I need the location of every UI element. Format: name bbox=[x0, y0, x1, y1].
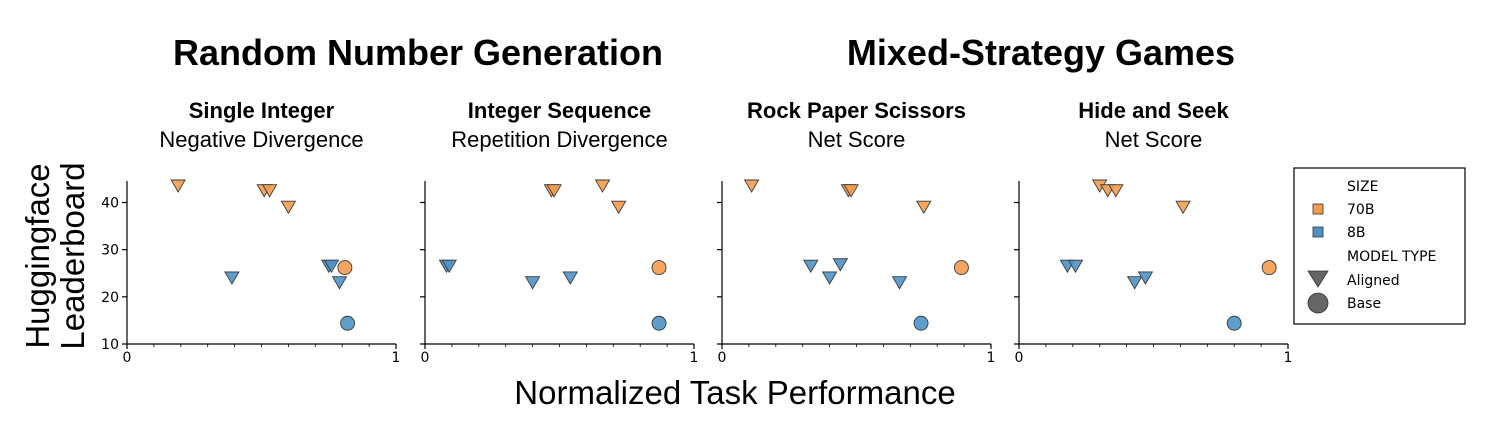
legend-size-title: SIZE bbox=[1347, 179, 1378, 195]
point-8B-aligned bbox=[1137, 271, 1154, 285]
x-tick-label: 1 bbox=[392, 350, 401, 366]
y-axis-label-line-1: Huggingface bbox=[19, 163, 56, 348]
point-8B-aligned bbox=[1126, 276, 1143, 290]
point-8B-aligned bbox=[441, 259, 457, 274]
panel-2: Integer Sequence Repetition Divergence 0 1 bbox=[420, 98, 698, 366]
legend-8b-marker bbox=[1312, 226, 1324, 238]
point-8B-aligned bbox=[1067, 259, 1084, 274]
x-tick-label: 1 bbox=[690, 350, 699, 366]
legend-70b-label: 70B bbox=[1347, 202, 1374, 218]
x-tick-label: 0 bbox=[1015, 350, 1024, 366]
legend-base-marker bbox=[1307, 292, 1329, 314]
x-tick-label: 0 bbox=[421, 350, 430, 366]
x-axis-label: Normalized Task Performance bbox=[514, 374, 955, 411]
point-70B-aligned bbox=[743, 179, 760, 193]
point-8B-aligned bbox=[331, 276, 348, 290]
group-title-rng: Random Number Generation bbox=[173, 32, 663, 73]
panel-title: Single Integer bbox=[189, 98, 335, 123]
legend-8b-label: 8B bbox=[1347, 225, 1366, 241]
legend-type-title: MODEL TYPE bbox=[1347, 249, 1436, 265]
panel-subtitle: Net Score bbox=[1105, 127, 1203, 152]
panel-subtitle: Repetition Divergence bbox=[451, 127, 667, 152]
y-axis-label: Huggingface Leaderboard bbox=[19, 162, 91, 349]
legend-base-label: Base bbox=[1347, 296, 1381, 312]
legend: SIZE 70B 8B MODEL TYPE Aligned Base bbox=[1293, 167, 1466, 325]
panel-4: Hide and Seek Net Score 0 1 bbox=[1014, 98, 1292, 366]
panel-3: Rock Paper Scissors Net Score 0 1 bbox=[717, 98, 995, 366]
point-8B-aligned bbox=[832, 258, 849, 272]
point-70B-base bbox=[337, 260, 353, 276]
panel-subtitle: Negative Divergence bbox=[159, 127, 363, 152]
point-8B-aligned bbox=[821, 271, 838, 285]
point-70B-aligned bbox=[610, 200, 627, 215]
panel-title: Rock Paper Scissors bbox=[747, 98, 966, 123]
panel-title: Integer Sequence bbox=[468, 98, 651, 123]
x-tick-label: 0 bbox=[718, 350, 727, 366]
y-axis-label-line-2: Leaderboard bbox=[54, 162, 91, 349]
group-title-games: Mixed-Strategy Games bbox=[847, 32, 1235, 73]
point-8B-aligned bbox=[224, 271, 240, 285]
point-70B-aligned bbox=[280, 200, 297, 215]
point-8B-base bbox=[1226, 315, 1242, 331]
point-70B-aligned bbox=[843, 184, 859, 198]
point-8B-aligned bbox=[802, 259, 819, 274]
point-70B-base bbox=[1261, 260, 1277, 276]
x-tick-label: 1 bbox=[987, 350, 996, 366]
point-70B-base bbox=[651, 260, 667, 276]
legend-70b-marker bbox=[1312, 203, 1324, 215]
legend-aligned-label: Aligned bbox=[1347, 273, 1400, 289]
point-70B-aligned bbox=[1175, 200, 1191, 215]
point-8B-aligned bbox=[323, 259, 340, 274]
point-70B-aligned bbox=[915, 200, 932, 215]
y-tick-label: 20 bbox=[101, 290, 119, 306]
legend-aligned-marker bbox=[1307, 270, 1329, 288]
x-tick-label: 0 bbox=[123, 350, 132, 366]
point-70B-aligned bbox=[594, 179, 611, 193]
point-8B-aligned bbox=[562, 271, 579, 285]
point-70B-base bbox=[953, 260, 969, 276]
y-tick-label: 30 bbox=[101, 243, 119, 259]
y-tick-label: 10 bbox=[101, 337, 119, 353]
panel-title: Hide and Seek bbox=[1078, 98, 1229, 123]
panel-subtitle: Net Score bbox=[808, 127, 906, 152]
point-8B-aligned bbox=[524, 276, 541, 290]
point-8B-base bbox=[913, 315, 929, 331]
point-8B-base bbox=[340, 315, 356, 331]
point-70B-aligned bbox=[1108, 184, 1124, 198]
x-tick-label: 1 bbox=[1284, 350, 1293, 366]
point-8B-base bbox=[651, 315, 667, 331]
point-70B-aligned bbox=[170, 179, 186, 193]
point-70B-aligned bbox=[261, 184, 278, 198]
y-tick-label: 40 bbox=[101, 196, 119, 212]
point-8B-aligned bbox=[891, 276, 908, 290]
point-70B-aligned bbox=[546, 184, 562, 198]
